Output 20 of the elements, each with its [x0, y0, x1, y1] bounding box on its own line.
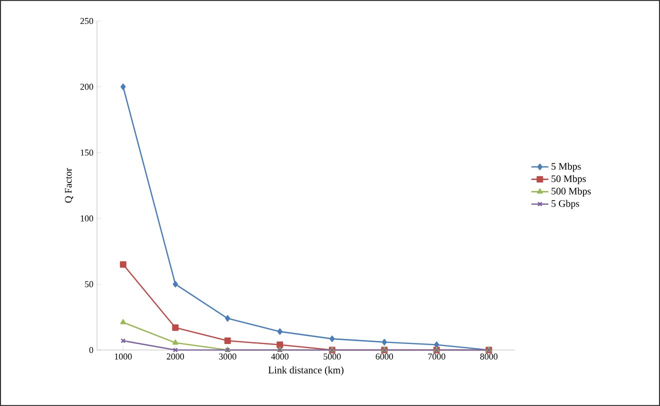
legend-label: 50 Mbps — [552, 175, 586, 184]
y-tick-label: 200 — [80, 84, 94, 90]
legend-label: 5 Mbps — [552, 162, 581, 172]
y-tick-label: 50 — [85, 281, 94, 288]
y-tick-label: 100 — [80, 215, 94, 222]
legend-label: 500 Mbps — [552, 187, 591, 197]
x-tick-label: 8000 — [480, 354, 498, 360]
x-axis-title: Link distance (km) — [268, 366, 344, 376]
x-tick-label: 1000 — [114, 354, 132, 360]
x-tick-label: 6000 — [376, 354, 393, 360]
legend-label: 5 Gbps — [552, 200, 580, 209]
x-tick-label: 7000 — [428, 354, 446, 360]
y-tick-label: 0 — [89, 346, 94, 354]
y-tick-label: 150 — [80, 150, 94, 156]
y-axis-title: Q Factor — [64, 168, 74, 203]
x-tick-label: 2000 — [166, 354, 184, 360]
x-tick-label: 3000 — [219, 354, 236, 360]
x-tick-label: 4000 — [271, 354, 288, 360]
x-tick-label: 5000 — [324, 354, 341, 360]
y-tick-label: 250 — [80, 18, 94, 24]
